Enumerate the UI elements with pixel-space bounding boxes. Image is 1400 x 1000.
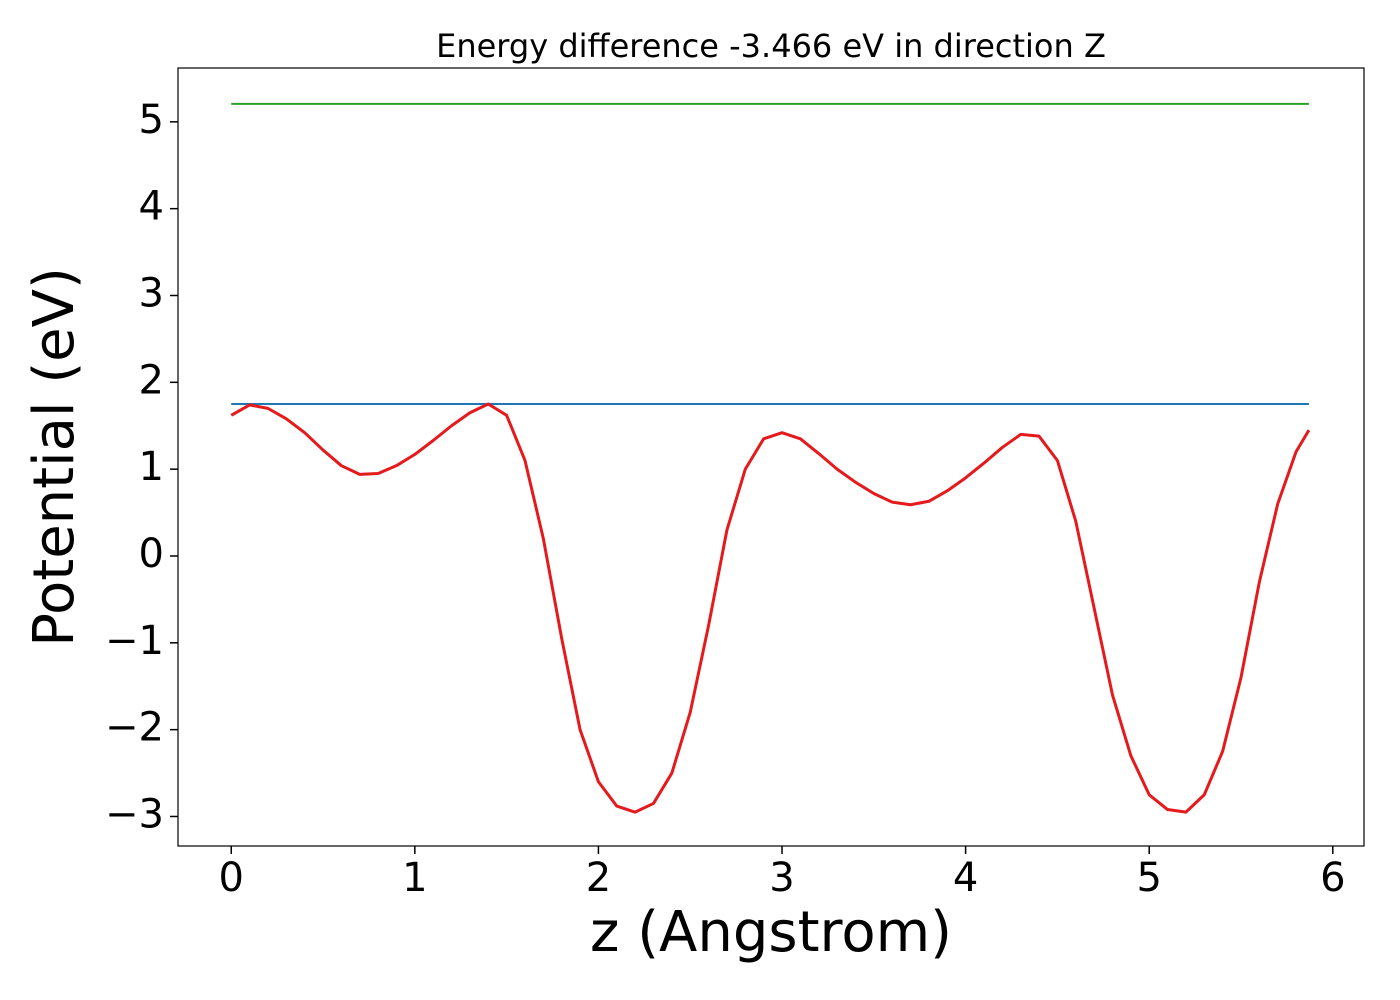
y-tick-label: −3 [105,791,164,837]
y-tick-label: −2 [105,705,164,751]
x-tick-label: 5 [1136,855,1161,901]
y-tick-label: 2 [139,357,164,403]
y-tick-label: 1 [139,444,164,490]
y-tick-label: −1 [105,618,164,664]
y-tick-label: 3 [139,270,164,316]
x-tick-label: 4 [953,855,978,901]
y-tick-label: 5 [139,97,164,143]
chart-title: Energy difference -3.466 eV in direction… [436,27,1106,65]
y-axis-label: Potential (eV) [22,267,87,647]
x-axis-label: z (Angstrom) [590,900,952,965]
y-tick-label: 4 [139,184,164,230]
y-tick-label: 0 [139,531,164,577]
series-line [230,402,1311,814]
x-tick-label: 6 [1320,855,1345,901]
plot-frame [177,67,1365,847]
x-tick-label: 3 [769,855,794,901]
x-tick-label: 1 [402,855,427,901]
x-tick-label: 2 [586,855,611,901]
x-tick-label: 0 [219,855,244,901]
